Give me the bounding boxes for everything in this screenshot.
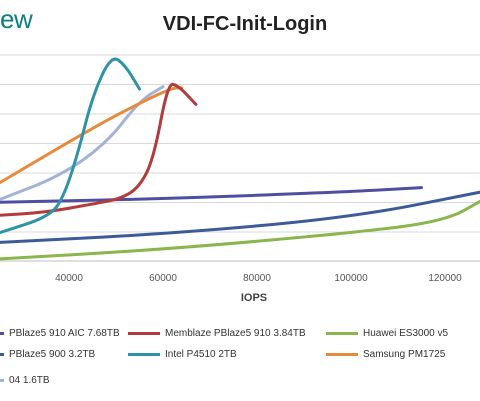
legend-swatch — [128, 332, 160, 335]
legend-label: Huawei ES3000 v5 — [363, 328, 448, 339]
legend-item: Intel P4510 2TB — [128, 349, 237, 360]
x-tick-label: 60000 — [149, 273, 177, 284]
x-tick-label: 80000 — [243, 273, 271, 284]
x-tick-label: 40000 — [55, 273, 83, 284]
legend-swatch — [0, 332, 4, 335]
legend-item: PBlaze5 900 3.2TB — [0, 349, 95, 360]
x-axis-label: IOPS — [241, 292, 267, 304]
x-axis-ticks: 40000 60000 80000 100000 120000 — [55, 273, 462, 284]
legend-swatch — [0, 379, 4, 382]
legend-swatch — [128, 353, 160, 356]
legend-label: Memblaze PBlaze5 910 3.84TB — [165, 328, 306, 339]
line-chart: 40000 60000 80000 100000 120000 IOPS — [0, 0, 480, 318]
chart-legend: PBlaze5 910 AIC 7.68TB Memblaze PBlaze5 9… — [0, 318, 480, 401]
x-tick-label: 100000 — [334, 273, 368, 284]
legend-item: PBlaze5 910 AIC 7.68TB — [0, 328, 120, 339]
x-tick-label: 120000 — [428, 273, 462, 284]
legend-swatch — [326, 332, 358, 335]
legend-label: Intel P4510 2TB — [165, 349, 237, 360]
legend-swatch — [326, 353, 358, 356]
gridlines — [0, 55, 480, 261]
legend-item: 04 1.6TB — [0, 375, 50, 386]
legend-item: Memblaze PBlaze5 910 3.84TB — [128, 328, 306, 339]
legend-label: PBlaze5 900 3.2TB — [9, 349, 95, 360]
legend-item: Samsung PM1725 — [326, 349, 445, 360]
legend-item: Huawei ES3000 v5 — [326, 328, 448, 339]
series-lines — [0, 59, 480, 259]
legend-label: Samsung PM1725 — [363, 349, 445, 360]
legend-label: PBlaze5 910 AIC 7.68TB — [9, 328, 120, 339]
legend-label: 04 1.6TB — [9, 375, 50, 386]
legend-swatch — [0, 353, 4, 356]
